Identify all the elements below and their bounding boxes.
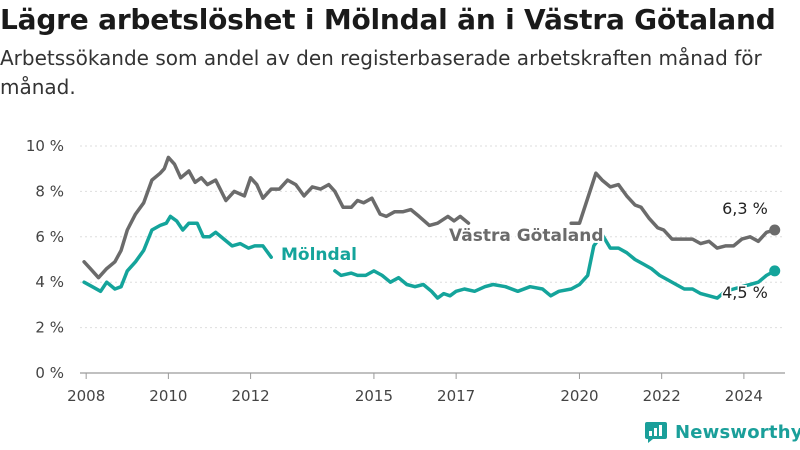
series-line-vastra-gotaland (569, 171, 777, 250)
x-tick-label: 2012 (232, 387, 270, 405)
x-tick-label: 2008 (67, 387, 105, 405)
series-label-molndal: Mölndal (281, 245, 357, 265)
y-tick-label: 0 % (35, 364, 64, 382)
series-line-molndal (82, 214, 273, 294)
series-end-point (769, 265, 781, 277)
x-tick-label: 2020 (560, 387, 598, 405)
x-tick-label: 2015 (355, 387, 393, 405)
series-label-vastra-gotaland: Västra Götaland (449, 226, 604, 246)
brand-logo[interactable]: Newsworthy (644, 418, 800, 446)
end-value-label-vastra-gotaland: 6,3 % (722, 199, 768, 218)
y-axis-ticks: 0 % 2 % 4 % 6 % 8 % 10 % (26, 137, 64, 382)
page-subtitle: Arbetssökande som andel av den registerb… (0, 46, 762, 99)
series-labels: Västra Götaland Mölndal 6,3 % 4,5 % (279, 198, 769, 304)
y-tick-label: 4 % (35, 273, 64, 291)
brand-name: Newsworthy (675, 421, 800, 443)
grid-lines (80, 145, 785, 374)
y-tick-label: 6 % (35, 228, 64, 246)
y-tick-label: 8 % (35, 182, 64, 200)
x-tick-label: 2024 (725, 387, 763, 405)
series-end-point (769, 224, 781, 236)
page-title: Lägre arbetslöshet i Mölndal än i Västra… (0, 3, 776, 36)
x-tick-label: 2010 (149, 387, 187, 405)
newsworthy-logo-icon (645, 422, 667, 443)
y-tick-label: 10 % (26, 137, 64, 155)
end-value-label-molndal: 4,5 % (722, 283, 768, 302)
x-tick-label: 2017 (437, 387, 475, 405)
x-axis-ticks: 2008 2010 2012 2015 2017 2020 2022 2024 (67, 373, 763, 405)
series-lines (82, 155, 781, 300)
series-line-vastra-gotaland (82, 155, 471, 280)
x-tick-label: 2022 (643, 387, 681, 405)
series-line-molndal (333, 232, 777, 300)
y-tick-label: 2 % (35, 319, 64, 337)
